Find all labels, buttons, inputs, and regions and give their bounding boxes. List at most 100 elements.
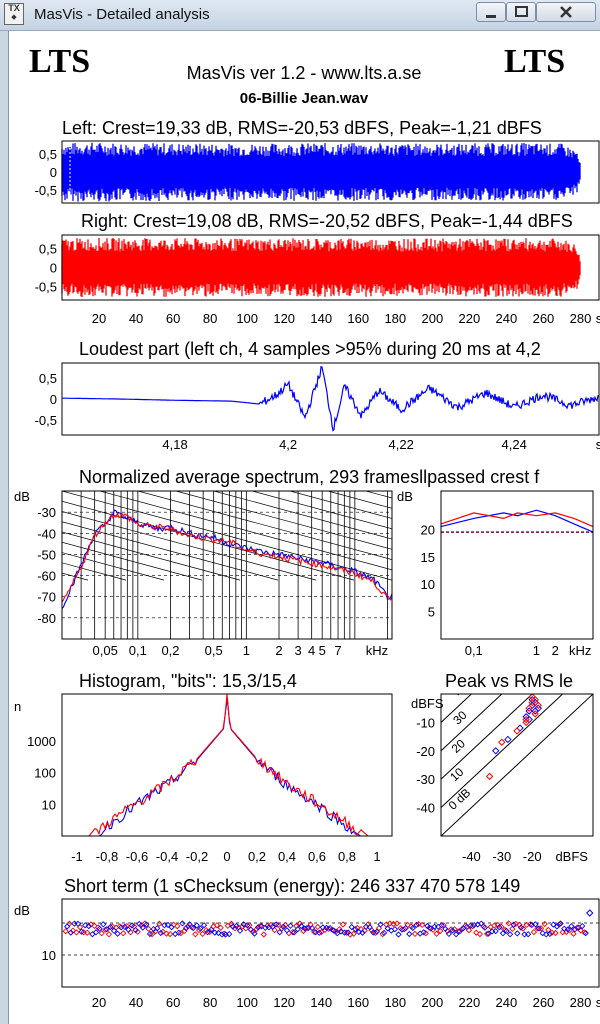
close-icon	[560, 6, 572, 18]
spectrum-slope-line	[365, 491, 392, 499]
left-channel-frame	[61, 140, 600, 204]
masvis-app-icon[interactable]: TX ◆	[4, 3, 24, 25]
short-term-xtick-label: 260	[533, 995, 555, 1010]
histogram-xtick-label: 0,4	[278, 849, 296, 864]
spectrum-xtick-label: 7	[334, 643, 341, 658]
crest-ylabel: dB	[397, 489, 413, 504]
loudest-part-xtick-label: 4,18	[162, 437, 187, 452]
histogram-xtick-label: -0,2	[186, 849, 208, 864]
right-channel-title: Right: Crest=19,08 dB, RMS=-20,52 dBFS, …	[81, 211, 573, 231]
pvr-point-L	[516, 724, 524, 732]
spectrum-slope-line	[251, 491, 392, 530]
histogram-title: Histogram, "bits": 15,3/15,4	[79, 671, 297, 691]
spectrum-slope-line	[9, 491, 12, 580]
histogram-xtick-label: 0,2	[248, 849, 266, 864]
pvr-xtick-label: -40	[462, 849, 481, 864]
right-channel-ytick-label: -0,5	[35, 280, 57, 295]
spectrum-slope-line	[62, 511, 317, 581]
spectrum-slope-line	[327, 491, 392, 509]
short-term-xtick-label: 280	[570, 995, 592, 1010]
peak-vs-rms-title: Peak vs RMS le	[445, 671, 574, 691]
pvr-diagonal-label: 40	[452, 679, 472, 699]
spectrum-slope-line	[62, 491, 392, 581]
app-icon-label: TX	[8, 3, 20, 13]
histogram-xtick-label: 0,8	[338, 849, 356, 864]
spectrum-slope-line	[62, 541, 203, 581]
histogram-ylabel: n	[14, 699, 21, 714]
window-titlebar: TX ◆ MasVis - Detailed analysis	[0, 0, 600, 31]
short-term-xtick-label: 120	[273, 995, 295, 1010]
right-channel-xtick-label: 280	[570, 311, 592, 326]
loudest-part-xtick-label: 4,2	[279, 437, 297, 452]
loudest-part-chart: 0,5 0 -0,5 4,18 4,2 4,22 4,24 s	[35, 365, 600, 452]
right-channel-ytick-label: 0,5	[39, 241, 57, 256]
spectrum-xtick-label: kHz	[366, 643, 388, 658]
crest-xtick-label: 2	[552, 643, 559, 658]
crest-ytick-label: 20	[421, 522, 435, 537]
spectrum-xtick-label: 0,5	[205, 643, 223, 658]
pvr-point-R	[485, 772, 494, 781]
short-term-ytick-label: 10	[42, 948, 56, 963]
spectrum-slope-line	[213, 491, 392, 540]
loudest-part-line	[62, 365, 600, 432]
histogram-ytick-label: 100	[34, 766, 56, 781]
close-button[interactable]	[536, 2, 596, 22]
window-title: MasVis - Detailed analysis	[34, 6, 210, 23]
right-channel-xtick-label: 40	[129, 311, 143, 326]
pvr-point-R	[531, 710, 539, 718]
histogram-xtick-label: -0,8	[96, 849, 118, 864]
minimize-button[interactable]	[476, 2, 506, 22]
short-term-points-L	[64, 920, 589, 938]
right-channel-xtick-label: 240	[496, 311, 518, 326]
spectrum-series-L	[62, 509, 392, 609]
loudest-part-ytick-label: 0	[50, 392, 57, 407]
pvr-ytick-label: -20	[416, 744, 435, 759]
spectrum-ytick-label: -40	[37, 526, 56, 541]
histogram-xtick-label: -0,4	[156, 849, 178, 864]
spectrum-ylabel: dB	[14, 489, 30, 504]
pvr-diagonal-label: 10	[447, 765, 467, 785]
spectrum-slope-line	[62, 521, 279, 581]
histogram-series-R	[88, 693, 369, 837]
spectrum-series-R	[62, 511, 392, 603]
crest-series-R	[440, 512, 594, 528]
loudest-part-frame	[61, 362, 600, 436]
right-channel-chart: 0,5 0 -0,5 20 40 60 80 100 120 140 160 180 200 220 240…	[35, 238, 600, 326]
spectrum-slope-line	[137, 491, 392, 560]
right-channel-xtick-label: s	[596, 311, 600, 326]
short-term-xtick-label: 60	[166, 995, 180, 1010]
short-term-xtick-label: 180	[384, 995, 406, 1010]
right-channel-frame	[61, 234, 600, 301]
pvr-xtick-label: -30	[492, 849, 511, 864]
loudest-part-xtick-label: 4,22	[389, 437, 414, 452]
pvr-point-L	[525, 707, 533, 715]
pvr-diagonal-label: 0 dB	[446, 786, 474, 813]
short-term-xtick-label: 200	[421, 995, 443, 1010]
spectrum-xtick-label: 3	[294, 643, 301, 658]
left-channel-ytick-label: 0,5	[39, 147, 57, 162]
crest-ytick-label: 15	[421, 550, 435, 565]
histogram-ytick-label: 1000	[27, 734, 56, 749]
pvr-point-R	[534, 701, 542, 710]
pvr-diagonal-label: 20	[449, 736, 469, 756]
pvr-diagonal-line	[441, 694, 503, 752]
spectrum-xtick-label: 5	[319, 643, 326, 658]
pvr-xtick-label: -20	[523, 849, 542, 864]
crest-ytick-label: 10	[421, 577, 435, 592]
spectrum-slope-line	[62, 552, 165, 581]
pvr-point-L	[504, 735, 512, 744]
left-channel-title: Left: Crest=19,33 dB, RMS=-20,53 dBFS, P…	[62, 118, 542, 138]
pvr-diagonal-line	[441, 694, 533, 780]
spectrum-slope-line	[442, 491, 600, 580]
histogram-series-L	[93, 699, 361, 837]
right-channel-xtick-label: 160	[347, 311, 369, 326]
histogram-xtick-label: -0,6	[126, 849, 148, 864]
analysis-report: 0,5 0 -0,5 0,5 0 -0,5 20 40 60 80 100 120 140 160 180 2…	[8, 31, 600, 1024]
right-channel-xtick-label: 100	[236, 311, 258, 326]
spectrum-slope-line	[518, 491, 600, 580]
maximize-button[interactable]	[506, 2, 536, 22]
right-channel-xtick-label: 140	[310, 311, 332, 326]
short-term-xtick-label: 160	[347, 995, 369, 1010]
loudest-part-title: Loudest part (left ch, 4 samples >95% du…	[79, 339, 541, 359]
spectrum-xtick-label: 0,05	[93, 643, 118, 658]
